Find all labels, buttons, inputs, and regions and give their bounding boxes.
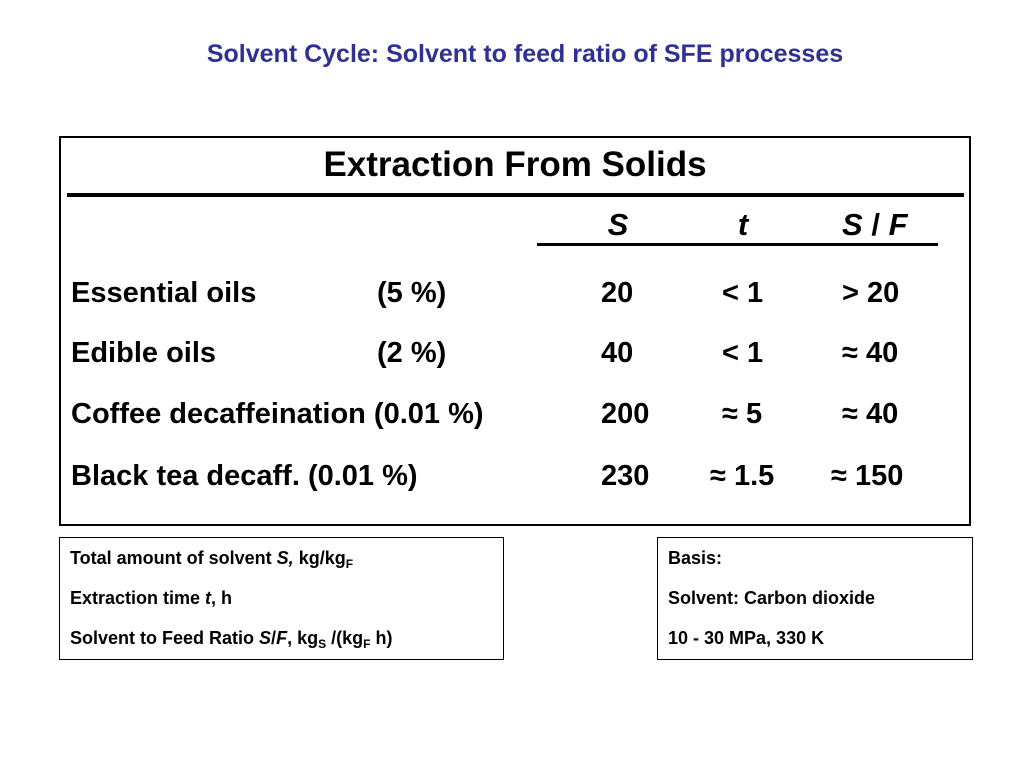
- row-name: Black tea decaff. (0.01 %): [71, 460, 418, 492]
- column-header-sf-sep: /: [871, 207, 880, 242]
- row-name: Edible oils: [71, 337, 217, 369]
- row-name: Essential oils: [71, 277, 257, 309]
- legend-time-text: Extraction time: [70, 588, 206, 608]
- basis-conditions: 10 - 30 MPa, 330 K: [668, 628, 825, 648]
- row-name: Coffee decaffeination (0.01 %): [71, 398, 484, 430]
- legend-ratio-f: F: [276, 628, 288, 648]
- slide-title: Solvent Cycle: Solvent to feed ratio of …: [206, 40, 844, 68]
- legend-time-unit: , h: [211, 588, 233, 608]
- row-t: < 1: [722, 337, 764, 369]
- row-sf: ≈ 40: [842, 337, 899, 369]
- legend-solvent-sub: F: [345, 557, 354, 571]
- legend-ratio-sep: /: [271, 628, 277, 648]
- legend-ratio-s: S: [259, 628, 272, 648]
- basis-box: Basis: Solvent: Carbon dioxide 10 - 30 M…: [657, 537, 973, 660]
- row-s: 230: [601, 460, 650, 492]
- row-sf: > 20: [842, 277, 900, 309]
- table-heading: Extraction From Solids: [323, 145, 707, 184]
- column-header-sf: S / F: [842, 207, 922, 243]
- row-s: 40: [601, 337, 634, 369]
- legend-time-symbol: t: [205, 588, 212, 608]
- legend-ratio-sub-b: F: [363, 637, 371, 651]
- legend-line-solvent: Total amount of solvent S, kg/kgF: [70, 548, 353, 571]
- legend-solvent-text: Total amount of solvent: [70, 548, 277, 568]
- legend-box: Total amount of solvent S, kg/kgF Extrac…: [59, 537, 504, 660]
- row-sf: ≈ 150: [831, 460, 904, 492]
- legend-ratio-text: Solvent to Feed Ratio: [70, 628, 260, 648]
- legend-ratio-unit-b: /(kg: [326, 628, 364, 648]
- row-s: 200: [601, 398, 650, 430]
- row-t: ≈ 1.5: [710, 460, 775, 492]
- legend-ratio-unit-a: , kg: [287, 628, 319, 648]
- column-header-sf-s: S: [842, 207, 863, 242]
- heading-rule: [67, 193, 964, 197]
- row-sf: ≈ 40: [842, 398, 899, 430]
- legend-solvent-symbol: S,: [276, 548, 294, 568]
- row-content: (5 %): [377, 277, 447, 309]
- row-s: 20: [601, 277, 634, 309]
- legend-ratio-sub-a: S: [318, 637, 327, 651]
- basis-label: Basis:: [668, 548, 723, 568]
- row-t: < 1: [722, 277, 764, 309]
- legend-solvent-unit: kg/kg: [293, 548, 346, 568]
- legend-line-ratio: Solvent to Feed Ratio S/F, kgS /(kgF h): [70, 628, 392, 651]
- column-header-t: t: [737, 207, 749, 242]
- column-header-rule: [537, 243, 938, 246]
- column-header-sf-f: F: [888, 207, 908, 242]
- extraction-table-box: [59, 136, 971, 526]
- legend-ratio-unit-c: h): [370, 628, 393, 648]
- row-t: ≈ 5: [722, 398, 763, 430]
- row-content: (2 %): [377, 337, 447, 369]
- column-header-s: S: [607, 207, 629, 242]
- legend-line-time: Extraction time t, h: [70, 588, 232, 609]
- basis-solvent: Solvent: Carbon dioxide: [668, 588, 876, 608]
